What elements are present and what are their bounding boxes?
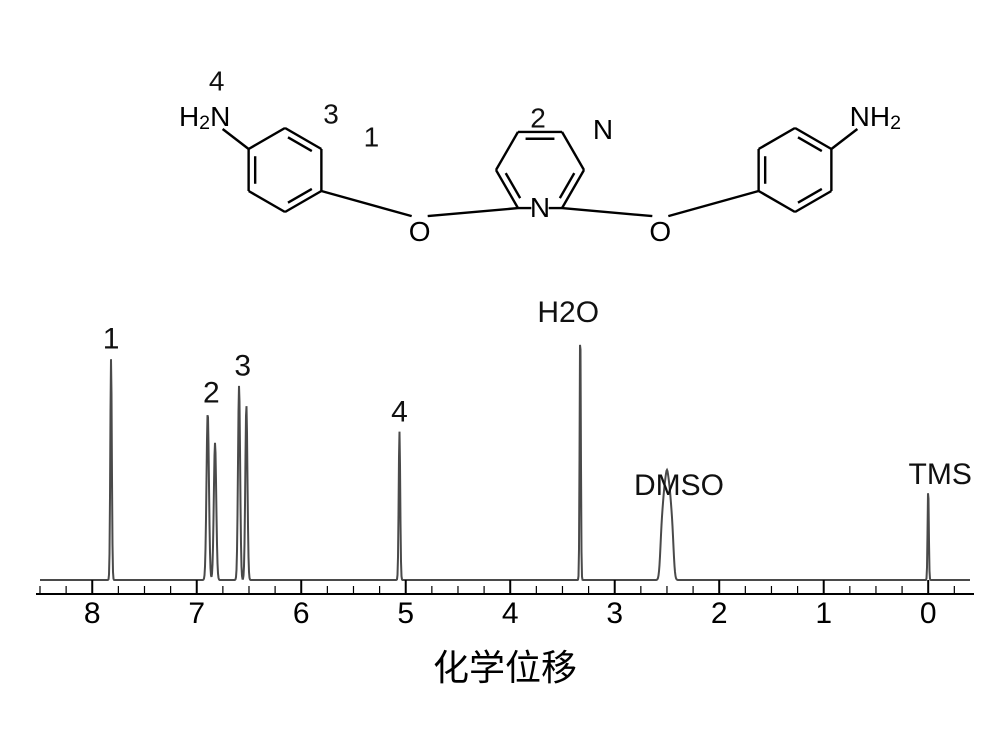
atom-o-right: O bbox=[649, 216, 671, 247]
peak-label-H2O: H2O bbox=[537, 300, 599, 329]
x-tick-label: 3 bbox=[606, 597, 623, 630]
structure-label-1: 1 bbox=[364, 121, 380, 152]
x-tick-label: 0 bbox=[920, 597, 937, 630]
x-tick-label: 6 bbox=[293, 597, 310, 630]
nmr-spectrum: 012345678化学位移1234H2ODMSOTMS bbox=[0, 300, 1000, 734]
x-tick-label: 4 bbox=[502, 597, 519, 630]
nmr-trace bbox=[40, 345, 970, 580]
structure-label-3: 3 bbox=[323, 98, 339, 129]
x-axis-title: 化学位移 bbox=[433, 648, 577, 688]
chemical-structure: H2NNH2OONN4312 bbox=[50, 10, 950, 280]
x-tick-label: 1 bbox=[815, 597, 832, 630]
structure-label-4: 4 bbox=[209, 65, 225, 96]
peak-label-p1: 1 bbox=[103, 323, 120, 356]
structure-label-2: 2 bbox=[530, 102, 546, 133]
peak-label-p2: 2 bbox=[203, 377, 220, 410]
peak-label-TMS: TMS bbox=[909, 458, 972, 491]
peak-label-DMSO: DMSO bbox=[634, 469, 724, 502]
peak-label-p3: 3 bbox=[234, 350, 251, 383]
x-tick-label: 7 bbox=[188, 597, 205, 630]
atom-n-top: N bbox=[593, 114, 613, 145]
atom-o-left: O bbox=[409, 216, 431, 247]
x-tick-label: 2 bbox=[711, 597, 728, 630]
atom-n-bottom: N bbox=[530, 192, 550, 223]
x-tick-label: 5 bbox=[397, 597, 414, 630]
peak-label-p4: 4 bbox=[391, 396, 408, 429]
x-tick-label: 8 bbox=[84, 597, 101, 630]
